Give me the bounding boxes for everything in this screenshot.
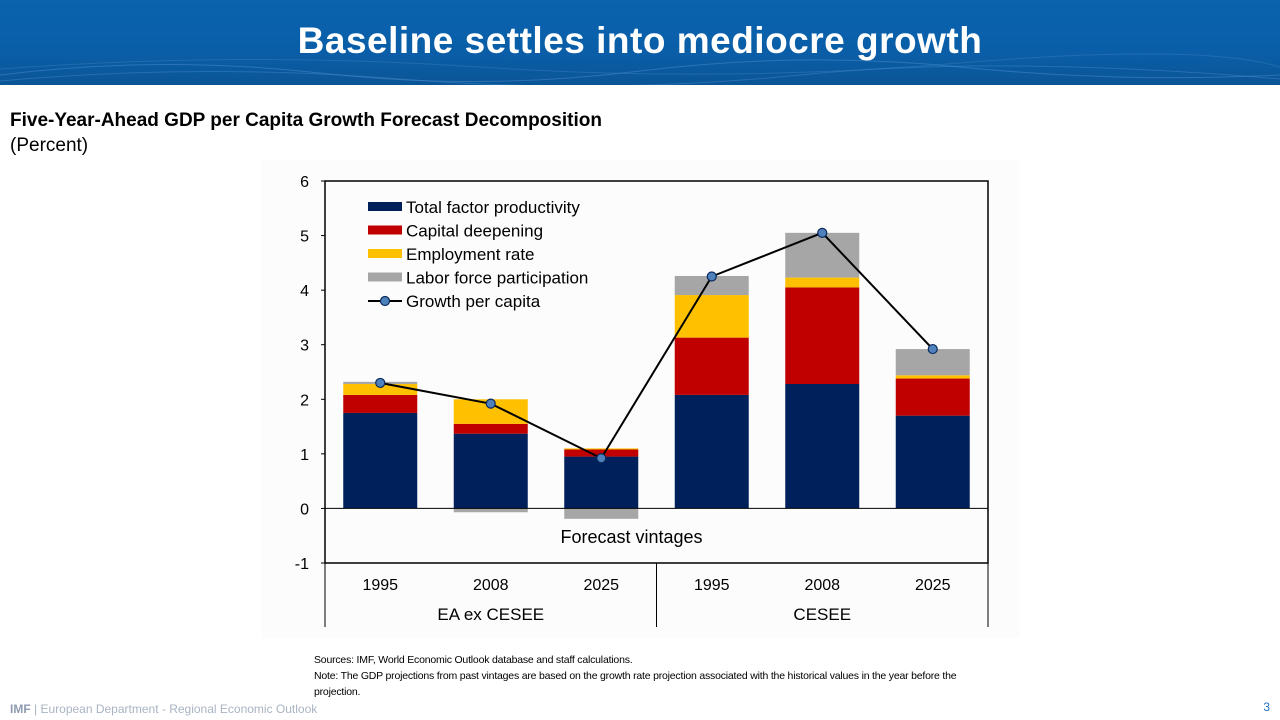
methodology-note: Note: The GDP projections from past vint… bbox=[314, 670, 957, 698]
bar-segment-labor-force-participation bbox=[674, 275, 749, 296]
x-category-label: 2008 bbox=[804, 577, 840, 594]
growth-per-capita-line bbox=[380, 231, 934, 460]
y-tick-label: 4 bbox=[300, 283, 309, 300]
bar-segment-total-factor-productivity bbox=[785, 384, 860, 509]
bar-segment-employment-rate bbox=[895, 375, 970, 379]
bar-segment-labor-force-participation bbox=[564, 508, 639, 519]
bar-segment-capital-deepening bbox=[895, 378, 970, 416]
x-group-label: CESEE bbox=[793, 605, 851, 624]
growth-per-capita-marker bbox=[596, 453, 607, 464]
bar-segment-total-factor-productivity bbox=[674, 394, 749, 509]
chart-subtitle: (Percent) bbox=[10, 135, 89, 156]
chart-title: Five-Year-Ahead GDP per Capita Growth Fo… bbox=[10, 110, 602, 131]
bar-segment-employment-rate bbox=[674, 295, 749, 338]
x-category-label: 2008 bbox=[473, 577, 509, 594]
legend-label: Growth per capita bbox=[406, 292, 541, 311]
page-title: Baseline settles into mediocre growth bbox=[297, 20, 983, 61]
title-banner: Baseline settles into mediocre growth bbox=[0, 0, 1280, 85]
x-category-label: 2025 bbox=[583, 577, 619, 594]
x-axis-label: Forecast vintages bbox=[560, 527, 702, 547]
bar-segment-capital-deepening bbox=[785, 287, 860, 385]
y-tick-label: -1 bbox=[295, 556, 309, 573]
legend-label: Labor force participation bbox=[406, 269, 588, 288]
legend-swatch bbox=[368, 249, 402, 258]
footer-separator: | bbox=[30, 702, 41, 716]
growth-per-capita-marker bbox=[375, 377, 386, 389]
y-tick-label: 5 bbox=[300, 229, 309, 246]
y-tick-label: 2 bbox=[300, 392, 309, 409]
page-number: 3 bbox=[1263, 700, 1270, 714]
x-category-label: 1995 bbox=[694, 577, 730, 594]
growth-per-capita-marker bbox=[485, 398, 496, 409]
growth-line-layer bbox=[375, 227, 938, 464]
x-category-label: 2025 bbox=[915, 577, 951, 594]
bar-segment-capital-deepening bbox=[453, 423, 528, 434]
bar-segment-labor-force-participation bbox=[785, 232, 860, 278]
footer: IMF | European Department - Regional Eco… bbox=[10, 702, 317, 716]
bar-segment-employment-rate bbox=[343, 384, 418, 395]
legend: Total factor productivity Capital deepeni… bbox=[368, 198, 588, 311]
bar-segment-total-factor-productivity bbox=[895, 415, 970, 509]
footer-org: IMF bbox=[10, 702, 31, 716]
growth-per-capita-marker bbox=[706, 271, 717, 282]
legend-label: Total factor productivity bbox=[406, 198, 580, 217]
bar-segment-capital-deepening bbox=[564, 449, 639, 457]
x-group-label: EA ex CESEE bbox=[437, 605, 544, 624]
growth-per-capita-marker bbox=[927, 343, 938, 355]
banner-wave-decoration bbox=[0, 53, 1280, 85]
legend-swatch bbox=[368, 225, 402, 235]
growth-per-capita-marker bbox=[817, 227, 828, 238]
bar-segment-total-factor-productivity bbox=[343, 412, 418, 509]
legend-marker bbox=[379, 295, 391, 307]
bar-segment-capital-deepening bbox=[343, 394, 418, 413]
bar-segment-employment-rate bbox=[564, 448, 639, 450]
y-tick-label: 6 bbox=[300, 174, 309, 191]
y-tick-label: 0 bbox=[300, 501, 309, 518]
y-tick-label: 1 bbox=[300, 447, 309, 464]
chart-notes: Sources: IMF, World Economic Outlook dat… bbox=[314, 652, 974, 700]
bar-layer bbox=[343, 232, 970, 519]
bar-segment-total-factor-productivity bbox=[564, 456, 639, 509]
bar-segment-employment-rate bbox=[785, 277, 860, 288]
legend-swatch bbox=[368, 272, 402, 282]
legend-label: Employment rate bbox=[406, 245, 535, 264]
bar-segment-total-factor-productivity bbox=[453, 433, 528, 509]
bar-segment-capital-deepening bbox=[674, 337, 749, 395]
y-tick-label: 3 bbox=[300, 338, 309, 355]
y-axis-ticks: 6 5 4 3 2 1 0 -1 bbox=[295, 174, 325, 573]
footer-department: European Department - Regional Economic … bbox=[40, 702, 318, 716]
sources-note: Sources: IMF, World Economic Outlook dat… bbox=[314, 654, 633, 666]
legend-swatch bbox=[368, 202, 402, 211]
legend-label: Capital deepening bbox=[406, 222, 543, 241]
x-axis: 1995 2008 2025 1995 2008 2025 EA ex CESEE CESEE bbox=[324, 563, 989, 627]
bar-segment-labor-force-participation bbox=[453, 508, 528, 513]
x-category-label: 1995 bbox=[362, 577, 398, 594]
